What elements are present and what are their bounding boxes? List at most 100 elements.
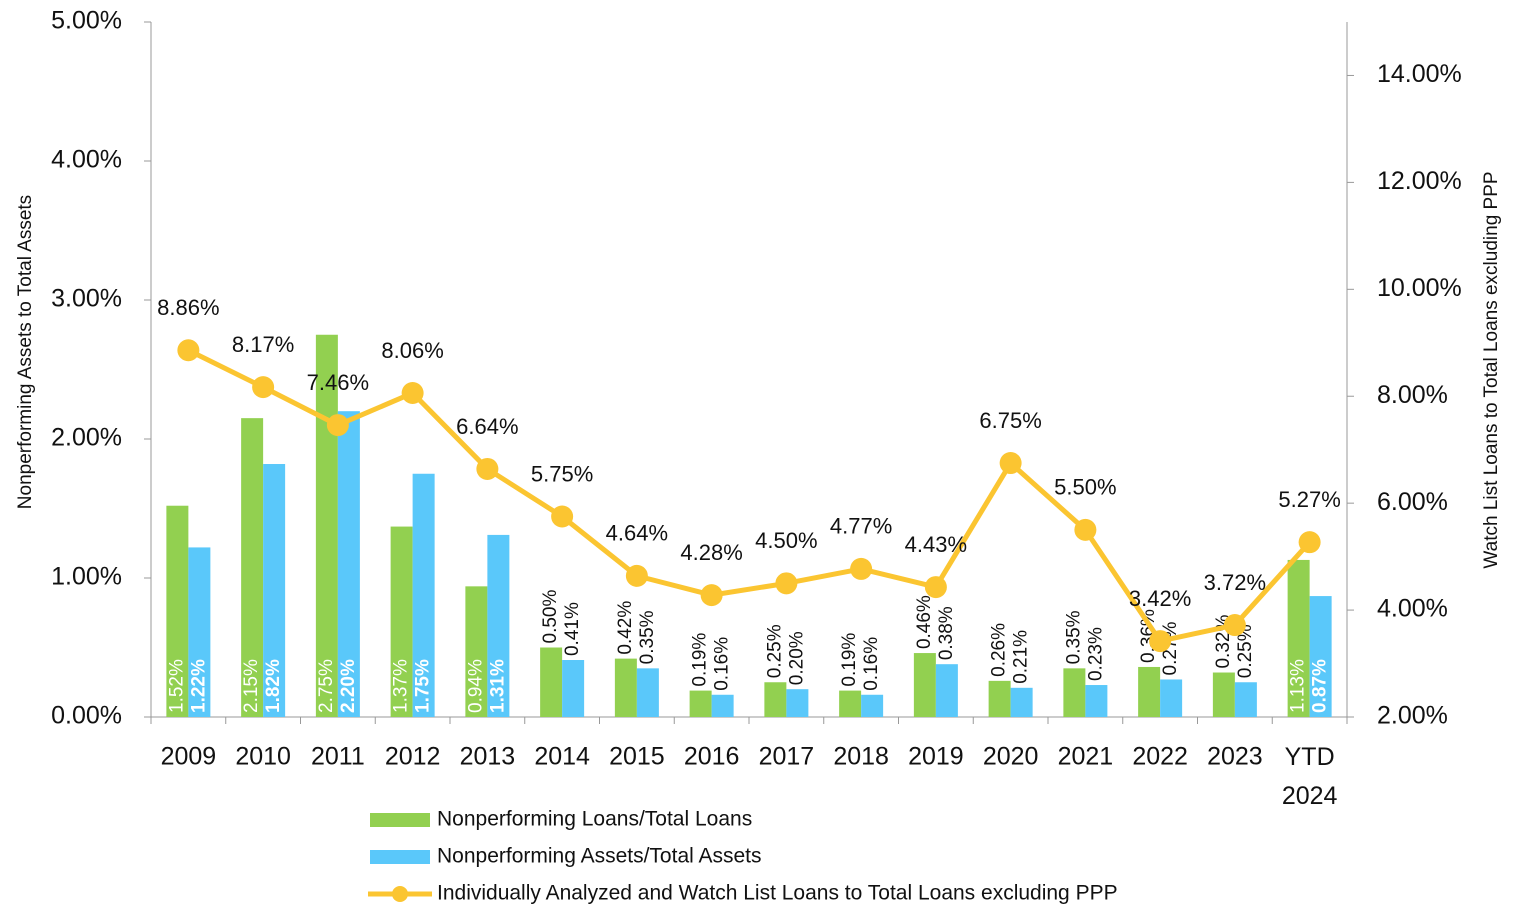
line-marker — [700, 584, 723, 607]
x-tick-label: 2023 — [1207, 743, 1263, 771]
bar-value-label: 0.21% — [1011, 630, 1032, 684]
bar — [188, 547, 211, 717]
bar — [839, 690, 862, 717]
bar-value-label: 0.35% — [1063, 610, 1084, 664]
line-marker — [177, 339, 200, 362]
line-value-label: 6.75% — [979, 408, 1041, 433]
bar-value-label: 0.19% — [690, 633, 711, 687]
line-value-label: 7.46% — [307, 370, 369, 395]
bar-value-label: 2.20% — [338, 659, 359, 713]
bar-value-label: 1.31% — [487, 659, 508, 713]
bar-value-label: 2.75% — [316, 659, 337, 713]
line-value-label: 5.27% — [1278, 487, 1340, 512]
bar-value-label: 0.42% — [615, 601, 636, 655]
x-tick-label: 2010 — [235, 743, 291, 771]
x-tick-label-line: YTD — [1285, 743, 1335, 771]
line-value-label: 4.43% — [905, 532, 967, 557]
line-value-label: 8.86% — [157, 295, 219, 320]
line-value-label: 4.64% — [606, 521, 668, 546]
line-value-label: 8.06% — [381, 338, 443, 363]
bar — [1138, 666, 1161, 717]
bar-value-label: 0.20% — [786, 631, 807, 685]
line-value-label: 4.77% — [830, 514, 892, 539]
line-marker — [924, 576, 947, 599]
line-marker — [1298, 531, 1321, 554]
x-tick-label: 2013 — [460, 743, 516, 771]
bar — [636, 668, 659, 717]
bar-value-label: 0.41% — [562, 602, 583, 656]
bar — [1010, 687, 1033, 717]
line-marker — [401, 382, 424, 405]
y-tick-label: 0.00% — [51, 702, 122, 730]
line — [187, 348, 1312, 644]
bar-value-label: 2.15% — [241, 659, 262, 713]
bar-value-label: 0.94% — [465, 659, 486, 713]
bar-value-label: 1.82% — [263, 659, 284, 713]
bar — [540, 647, 563, 717]
y-tick-label: 4.00% — [51, 146, 122, 174]
bar — [562, 660, 585, 717]
x-tick-label: 2014 — [534, 743, 590, 771]
y-tick-label: 2.00% — [51, 424, 122, 452]
line-marker — [476, 457, 499, 480]
legend-label: Individually Analyzed and Watch List Loa… — [437, 882, 1118, 905]
bar — [689, 690, 712, 717]
bar-value-label: 0.23% — [1085, 627, 1106, 681]
line-marker — [326, 414, 349, 437]
legend-swatch — [370, 813, 430, 827]
y-tick-label: 3.00% — [51, 285, 122, 313]
line-value-label: 3.42% — [1129, 586, 1191, 611]
bar — [913, 653, 936, 717]
bar — [487, 534, 510, 717]
bar — [390, 526, 413, 717]
bar — [1212, 672, 1235, 717]
x-tick-label: 2022 — [1132, 743, 1188, 771]
x-tick-label: 2018 — [833, 743, 889, 771]
line-marker — [1074, 518, 1097, 541]
x-tick-label: 2009 — [161, 743, 217, 771]
legend-swatch — [370, 850, 430, 864]
bar — [786, 689, 809, 717]
line-value-label: 3.72% — [1204, 570, 1266, 595]
bar-value-label: 0.46% — [914, 595, 935, 649]
line-value-label: 5.75% — [531, 461, 593, 486]
bar-value-label: 1.22% — [188, 659, 209, 713]
bar — [1234, 682, 1257, 717]
bar-value-label: 0.26% — [989, 623, 1010, 677]
bar-value-label: 0.25% — [1235, 624, 1256, 678]
bar-value-label: 0.19% — [839, 633, 860, 687]
line-marker — [850, 557, 873, 580]
bar — [241, 418, 264, 717]
line-marker — [1223, 614, 1246, 637]
line-value-label: 6.64% — [456, 414, 518, 439]
bar — [764, 682, 787, 717]
x-tick-label-line: 2024 — [1282, 782, 1338, 810]
y2-tick-label: 2.00% — [1377, 702, 1448, 730]
bar — [1063, 668, 1086, 717]
bar — [1160, 679, 1183, 717]
line-value-label: 8.17% — [232, 332, 294, 357]
bar-value-label: 0.16% — [712, 637, 733, 691]
bar — [614, 658, 637, 717]
bar-value-label: 0.25% — [764, 624, 785, 678]
line-marker — [1149, 630, 1172, 653]
bar — [1287, 559, 1310, 717]
y2-tick-label: 8.00% — [1377, 381, 1448, 409]
line-value-label: 5.50% — [1054, 475, 1116, 500]
x-tick-label: 2016 — [684, 743, 740, 771]
line-marker — [775, 572, 798, 595]
bar-value-label: 0.50% — [540, 590, 561, 644]
y-axis-label: Nonperforming Assets to Total Assets — [15, 195, 36, 509]
bar — [935, 664, 958, 717]
bar — [1309, 596, 1332, 717]
line-value-label: 4.50% — [755, 528, 817, 553]
bar-value-label: 0.38% — [936, 606, 957, 660]
x-tick-label: 2017 — [759, 743, 815, 771]
line-marker — [252, 376, 275, 399]
x-tick-label: 2015 — [609, 743, 665, 771]
x-tick-label: 2020 — [983, 743, 1039, 771]
y2-tick-label: 4.00% — [1377, 595, 1448, 623]
bar — [465, 586, 488, 717]
bar — [988, 680, 1011, 717]
